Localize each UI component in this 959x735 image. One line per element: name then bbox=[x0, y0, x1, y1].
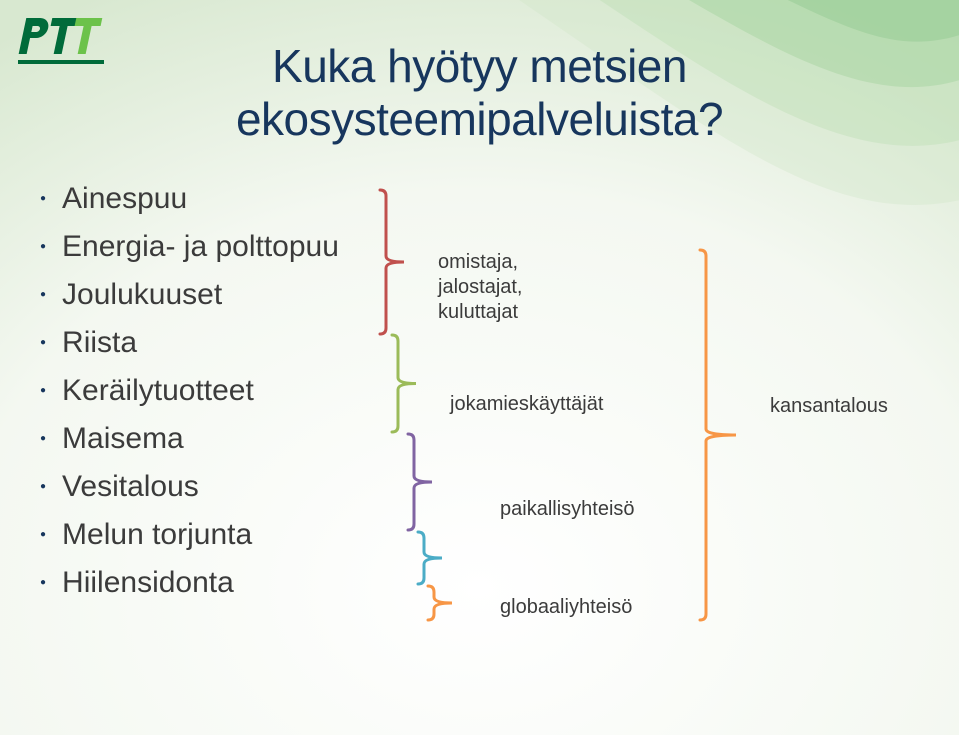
bullet-item-vesitalous: ●Vesitalous bbox=[40, 463, 339, 511]
label-globaaliyhteiso: globaaliyhteisö bbox=[500, 596, 632, 619]
title-line-2: ekosysteemipalveluista? bbox=[236, 93, 723, 145]
label-omistaja: omistaja, jalostajat, kuluttajat bbox=[438, 250, 523, 325]
bullet-item-energia: ●Energia- ja polttopuu bbox=[40, 223, 339, 271]
label-kansantalous: kansantalous bbox=[770, 395, 888, 418]
slide-title: Kuka hyötyy metsien ekosysteemipalveluis… bbox=[0, 40, 959, 146]
bullet-text: Melun torjunta bbox=[62, 511, 252, 559]
bullet-item-melun: ●Melun torjunta bbox=[40, 511, 339, 559]
bullet-item-maisema: ●Maisema bbox=[40, 415, 339, 463]
bullet-text: Keräilytuotteet bbox=[62, 367, 254, 415]
bullet-item-joulukuuset: ●Joulukuuset bbox=[40, 271, 339, 319]
bullet-text: Vesitalous bbox=[62, 463, 199, 511]
bullet-item-ainespuu: ●Ainespuu bbox=[40, 175, 339, 223]
bullet-text: Ainespuu bbox=[62, 175, 187, 223]
bullet-text: Maisema bbox=[62, 415, 184, 463]
bullet-text: Energia- ja polttopuu bbox=[62, 223, 339, 271]
label-jokamieskayttajat: jokamieskäyttäjät bbox=[450, 393, 603, 416]
bullet-text: Joulukuuset bbox=[62, 271, 222, 319]
bullet-text: Hiilensidonta bbox=[62, 559, 234, 607]
bullet-item-riista: ●Riista bbox=[40, 319, 339, 367]
bullet-text: Riista bbox=[62, 319, 137, 367]
bullet-item-kerailytuotteet: ●Keräilytuotteet bbox=[40, 367, 339, 415]
title-line-1: Kuka hyötyy metsien bbox=[272, 40, 687, 92]
bullet-item-hiilensidonta: ●Hiilensidonta bbox=[40, 559, 339, 607]
bullet-list: ●Ainespuu ●Energia- ja polttopuu ●Jouluk… bbox=[40, 175, 339, 607]
label-paikallisyhteiso: paikallisyhteisö bbox=[500, 498, 635, 521]
